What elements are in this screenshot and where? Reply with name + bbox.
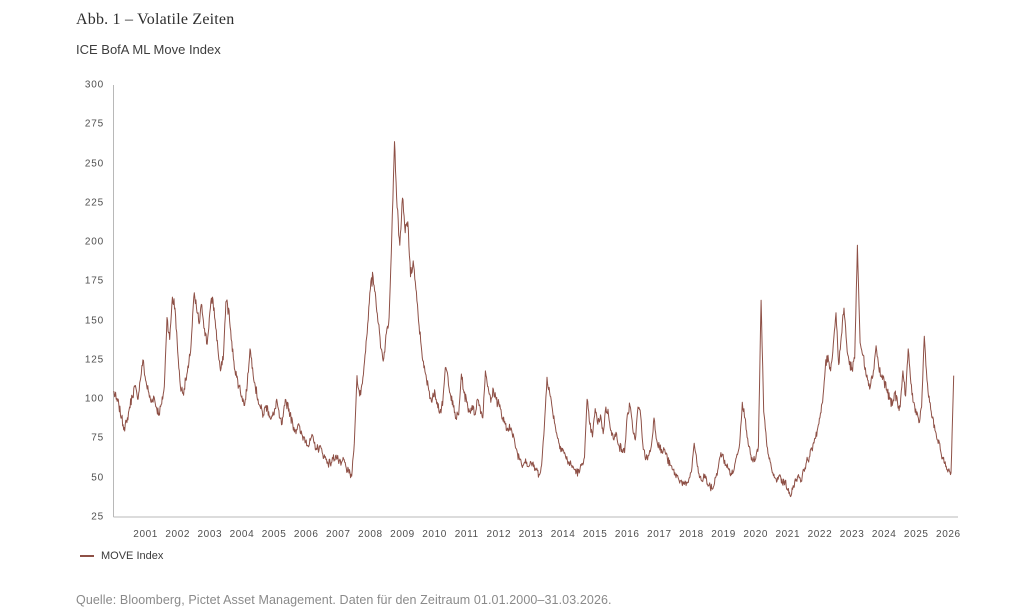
x-tick-label: 2011	[454, 529, 479, 540]
source-note: Quelle: Bloomberg, Pictet Asset Manageme…	[76, 593, 612, 607]
x-tick-label: 2026	[936, 529, 961, 540]
x-tick-label: 2005	[261, 529, 287, 540]
y-tick-label: 175	[84, 275, 104, 287]
x-tick-label: 2002	[165, 529, 191, 540]
x-tick-label: 2010	[422, 529, 447, 540]
x-tick-label: 2024	[871, 529, 897, 540]
x-tick-label: 2021	[775, 529, 801, 540]
y-tick-label: 250	[84, 158, 104, 170]
x-tick-label: 2007	[325, 529, 351, 540]
x-tick-label: 2017	[647, 529, 672, 540]
x-tick-label: 2014	[550, 529, 576, 540]
y-tick-label: 25	[91, 511, 104, 523]
x-tick-label: 2016	[614, 529, 640, 540]
x-tick-label: 2004	[229, 529, 255, 540]
x-tick-label: 2006	[293, 529, 319, 540]
legend-label: MOVE Index	[101, 550, 164, 562]
x-tick-label: 2025	[903, 529, 929, 540]
legend-line-swatch	[80, 555, 94, 557]
x-tick-label: 2018	[679, 529, 704, 540]
y-tick-label: 225	[84, 197, 104, 209]
y-tick-label: 100	[84, 393, 104, 405]
figure-subtitle: ICE BofA ML Move Index	[76, 42, 221, 57]
y-tick-label: 75	[91, 432, 104, 444]
x-tick-label: 2022	[807, 529, 833, 540]
y-tick-label: 125	[84, 354, 104, 366]
y-tick-label: 50	[91, 472, 104, 484]
x-tick-label: 2012	[486, 529, 512, 540]
x-tick-label: 2001	[133, 529, 158, 540]
y-tick-label: 275	[84, 118, 104, 130]
x-tick-label: 2023	[839, 529, 865, 540]
y-tick-label: 300	[84, 79, 104, 91]
y-tick-label: 150	[84, 315, 104, 327]
move-index-line	[113, 141, 955, 498]
y-tick-label: 200	[84, 236, 104, 248]
x-tick-label: 2003	[197, 529, 223, 540]
x-tick-label: 2019	[711, 529, 736, 540]
x-tick-label: 2020	[743, 529, 769, 540]
chart-legend: MOVE Index	[80, 550, 163, 562]
x-tick-label: 2013	[518, 529, 544, 540]
x-tick-label: 2008	[358, 529, 383, 540]
x-tick-label: 2009	[390, 529, 415, 540]
x-tick-label: 2015	[582, 529, 608, 540]
figure-title: Abb. 1 – Volatile Zeiten	[76, 11, 235, 28]
